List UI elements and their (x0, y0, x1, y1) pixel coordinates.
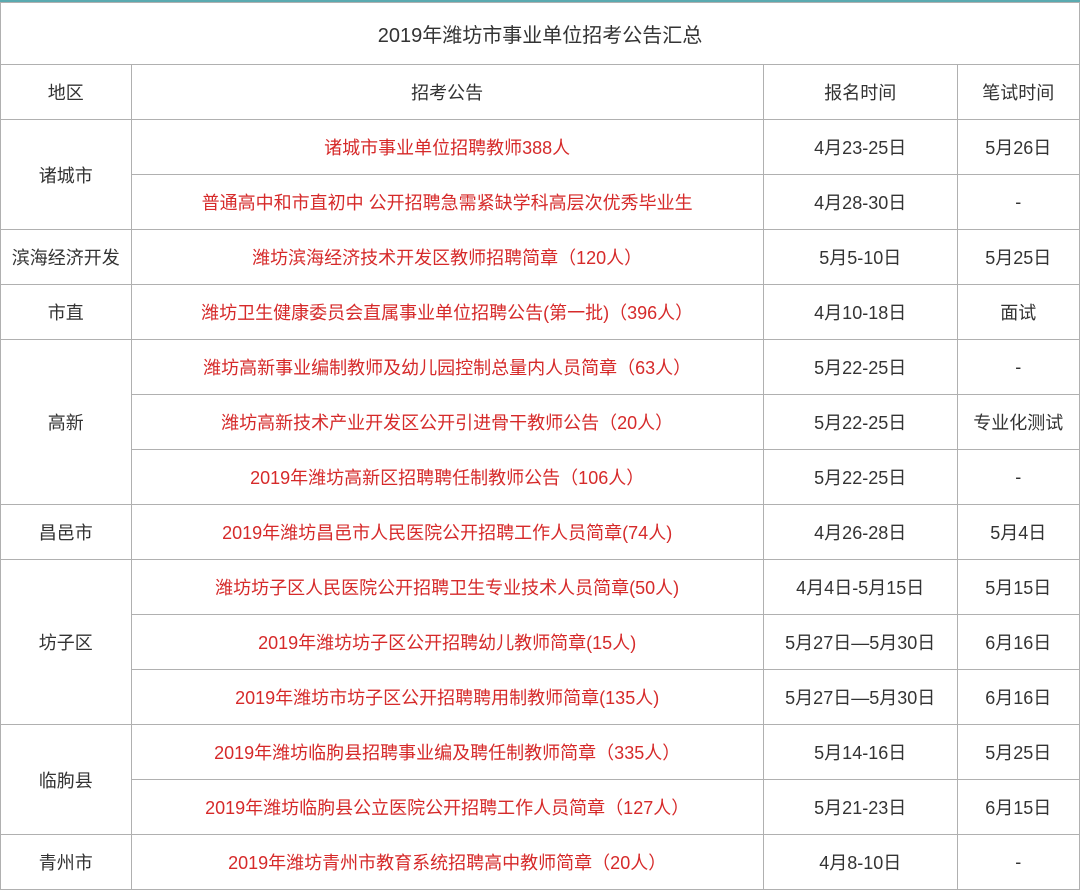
announcement-link[interactable]: 潍坊卫生健康委员会直属事业单位招聘公告(第一批)（396人） (131, 285, 763, 340)
table-row: 临朐县2019年潍坊临朐县招聘事业编及聘任制教师简章（335人）5月14-16日… (1, 725, 1080, 780)
table-title: 2019年潍坊市事业单位招考公告汇总 (1, 3, 1080, 65)
table-row: 高新潍坊高新事业编制教师及幼儿园控制总量内人员简章（63人）5月22-25日- (1, 340, 1080, 395)
recruitment-table: 2019年潍坊市事业单位招考公告汇总地区招考公告报名时间笔试时间诸城市诸城市事业… (0, 2, 1080, 890)
announcement-link[interactable]: 潍坊高新事业编制教师及幼儿园控制总量内人员简章（63人） (131, 340, 763, 395)
announcement-link[interactable]: 2019年潍坊坊子区公开招聘幼儿教师简章(15人) (131, 615, 763, 670)
signup-date: 5月14-16日 (763, 725, 957, 780)
exam-date: 5月4日 (957, 505, 1079, 560)
table-row: 2019年潍坊市坊子区公开招聘聘用制教师简章(135人)5月27日—5月30日6… (1, 670, 1080, 725)
header-signup: 报名时间 (763, 65, 957, 120)
signup-date: 4月8-10日 (763, 835, 957, 890)
region-cell: 临朐县 (1, 725, 132, 835)
region-cell: 昌邑市 (1, 505, 132, 560)
signup-date: 4月26-28日 (763, 505, 957, 560)
table-row: 2019年潍坊临朐县公立医院公开招聘工作人员简章（127人）5月21-23日6月… (1, 780, 1080, 835)
region-cell: 高新 (1, 340, 132, 505)
exam-date: 5月25日 (957, 230, 1079, 285)
table-row: 昌邑市2019年潍坊昌邑市人民医院公开招聘工作人员简章(74人)4月26-28日… (1, 505, 1080, 560)
exam-date: 6月16日 (957, 670, 1079, 725)
announcement-link[interactable]: 2019年潍坊临朐县招聘事业编及聘任制教师简章（335人） (131, 725, 763, 780)
signup-date: 5月27日—5月30日 (763, 670, 957, 725)
signup-date: 5月22-25日 (763, 450, 957, 505)
table-row: 潍坊高新技术产业开发区公开引进骨干教师公告（20人）5月22-25日专业化测试 (1, 395, 1080, 450)
signup-date: 4月28-30日 (763, 175, 957, 230)
signup-date: 5月22-25日 (763, 395, 957, 450)
signup-date: 5月22-25日 (763, 340, 957, 395)
exam-date: - (957, 175, 1079, 230)
signup-date: 5月27日—5月30日 (763, 615, 957, 670)
announcement-link[interactable]: 2019年潍坊青州市教育系统招聘高中教师简章（20人） (131, 835, 763, 890)
table-row: 青州市2019年潍坊青州市教育系统招聘高中教师简章（20人）4月8-10日- (1, 835, 1080, 890)
exam-date: - (957, 340, 1079, 395)
announcement-link[interactable]: 2019年潍坊临朐县公立医院公开招聘工作人员简章（127人） (131, 780, 763, 835)
exam-date: 5月26日 (957, 120, 1079, 175)
region-cell: 诸城市 (1, 120, 132, 230)
header-region: 地区 (1, 65, 132, 120)
announcement-link[interactable]: 2019年潍坊市坊子区公开招聘聘用制教师简章(135人) (131, 670, 763, 725)
announcement-link[interactable]: 潍坊坊子区人民医院公开招聘卫生专业技术人员简章(50人) (131, 560, 763, 615)
table-row: 坊子区潍坊坊子区人民医院公开招聘卫生专业技术人员简章(50人)4月4日-5月15… (1, 560, 1080, 615)
table-row: 2019年潍坊坊子区公开招聘幼儿教师简章(15人)5月27日—5月30日6月16… (1, 615, 1080, 670)
table-row: 滨海经济开发潍坊滨海经济技术开发区教师招聘简章（120人）5月5-10日5月25… (1, 230, 1080, 285)
region-cell: 滨海经济开发 (1, 230, 132, 285)
exam-date: 6月15日 (957, 780, 1079, 835)
exam-date: 5月25日 (957, 725, 1079, 780)
header-announce: 招考公告 (131, 65, 763, 120)
announcement-link[interactable]: 诸城市事业单位招聘教师388人 (131, 120, 763, 175)
signup-date: 4月10-18日 (763, 285, 957, 340)
exam-date: 6月16日 (957, 615, 1079, 670)
signup-date: 4月23-25日 (763, 120, 957, 175)
exam-date: 面试 (957, 285, 1079, 340)
signup-date: 5月5-10日 (763, 230, 957, 285)
table-row: 市直潍坊卫生健康委员会直属事业单位招聘公告(第一批)（396人）4月10-18日… (1, 285, 1080, 340)
exam-date: - (957, 450, 1079, 505)
header-exam: 笔试时间 (957, 65, 1079, 120)
exam-date: - (957, 835, 1079, 890)
region-cell: 市直 (1, 285, 132, 340)
exam-date: 5月15日 (957, 560, 1079, 615)
exam-date: 专业化测试 (957, 395, 1079, 450)
announcement-link[interactable]: 2019年潍坊高新区招聘聘任制教师公告（106人） (131, 450, 763, 505)
table-row: 诸城市诸城市事业单位招聘教师388人4月23-25日5月26日 (1, 120, 1080, 175)
table-wrapper: 2019年潍坊市事业单位招考公告汇总地区招考公告报名时间笔试时间诸城市诸城市事业… (0, 0, 1080, 890)
announcement-link[interactable]: 2019年潍坊昌邑市人民医院公开招聘工作人员简章(74人) (131, 505, 763, 560)
table-row: 2019年潍坊高新区招聘聘任制教师公告（106人）5月22-25日- (1, 450, 1080, 505)
announcement-link[interactable]: 潍坊滨海经济技术开发区教师招聘简章（120人） (131, 230, 763, 285)
signup-date: 5月21-23日 (763, 780, 957, 835)
announcement-link[interactable]: 潍坊高新技术产业开发区公开引进骨干教师公告（20人） (131, 395, 763, 450)
signup-date: 4月4日-5月15日 (763, 560, 957, 615)
region-cell: 坊子区 (1, 560, 132, 725)
region-cell: 青州市 (1, 835, 132, 890)
table-row: 普通高中和市直初中 公开招聘急需紧缺学科高层次优秀毕业生4月28-30日- (1, 175, 1080, 230)
announcement-link[interactable]: 普通高中和市直初中 公开招聘急需紧缺学科高层次优秀毕业生 (131, 175, 763, 230)
